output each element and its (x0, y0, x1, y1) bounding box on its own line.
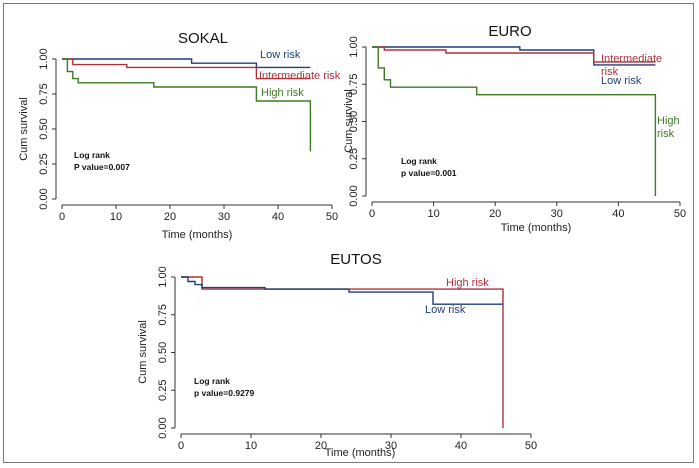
sokal-x-tick-label: 30 (218, 211, 230, 223)
eutos-logrank-text: Log rank (194, 376, 230, 386)
euro-series-high-risk (372, 46, 657, 196)
figure-frame (3, 3, 694, 463)
eutos-series-label: High risk (446, 277, 489, 289)
sokal-series-label: Low risk (260, 49, 301, 61)
eutos-series-high-risk (181, 276, 504, 428)
sokal-series-low-risk (62, 58, 311, 69)
eutos-x-tick-label: 30 (385, 440, 397, 452)
eutos-y-tick-label: 0.25 (157, 380, 169, 401)
euro-y-axis-label: Cum survival (343, 89, 355, 153)
eutos-x-tick-label: 0 (178, 440, 184, 452)
sokal-x-tick-label: 20 (164, 211, 176, 223)
euro-x-tick-label: 20 (489, 208, 501, 220)
euro-series-low-risk (372, 46, 656, 66)
eutos-x-axis-label: Time (months) (325, 447, 396, 459)
euro-x-tick-label: 40 (612, 208, 624, 220)
sokal-y-tick-label: 1.00 (38, 48, 50, 69)
sokal-series-intermediate-risk (62, 58, 311, 80)
eutos-x-tick-label: 50 (525, 440, 537, 452)
euro-series-intermediate-risk (372, 46, 656, 63)
eutos-title: EUTOS (330, 251, 381, 268)
euro-y-tick-label: 0.00 (348, 185, 360, 206)
eutos-x-tick-label: 10 (245, 440, 257, 452)
sokal-x-tick-label: 0 (59, 211, 65, 223)
eutos-y-tick-label: 0.00 (157, 417, 169, 438)
sokal-x-tick-label: 40 (272, 211, 284, 223)
eutos-y-tick-label: 1.00 (157, 266, 169, 287)
euro-x-tick-label: 50 (674, 208, 686, 220)
euro-x-tick-label: 30 (551, 208, 563, 220)
sokal-series-label: High risk (261, 87, 304, 99)
euro-y-tick-label: 1.00 (348, 36, 360, 57)
euro-x-axis-label: Time (months) (501, 222, 572, 234)
eutos-logrank-text: p value=0.9279 (194, 388, 255, 398)
sokal-x-tick-label: 10 (110, 211, 122, 223)
euro-series-label: Intermediate risk (601, 53, 662, 78)
euro-y-tick-label: 0.75 (348, 74, 360, 95)
sokal-x-tick-label: 50 (326, 211, 338, 223)
sokal-y-axis-label: Cum survival (18, 97, 30, 161)
sokal-y-tick-label: 0.50 (38, 118, 50, 139)
sokal-logrank-text: Log rank (74, 150, 110, 160)
eutos-x-tick-label: 40 (455, 440, 467, 452)
euro-logrank-text: p value=0.001 (401, 168, 457, 178)
eutos-y-axis-label: Cum survival (137, 320, 149, 384)
sokal-y-tick-label: 0.25 (38, 153, 50, 174)
eutos-series-low-risk (181, 276, 503, 305)
euro-logrank-text: Log rank (401, 156, 437, 166)
eutos-series-label: Low risk (425, 304, 466, 316)
sokal-title: SOKAL (178, 30, 228, 47)
euro-title: EURO (488, 23, 531, 40)
euro-y-tick-label: 0.25 (348, 148, 360, 169)
sokal-y-tick-label: 0.75 (38, 83, 50, 104)
euro-series-label: Low risk (601, 75, 642, 87)
eutos-x-tick-label: 20 (315, 440, 327, 452)
euro-x-tick-label: 10 (427, 208, 439, 220)
eutos-y-tick-label: 0.75 (157, 304, 169, 325)
euro-x-tick-label: 0 (369, 208, 375, 220)
sokal-series-high-risk (62, 58, 312, 152)
sokal-logrank-text: P value=0.007 (74, 162, 130, 172)
euro-series-label: High risk (657, 115, 680, 140)
euro-y-tick-label: 0.50 (348, 111, 360, 132)
sokal-x-axis-label: Time (months) (162, 229, 233, 241)
sokal-y-tick-label: 0.00 (38, 188, 50, 209)
eutos-y-tick-label: 0.50 (157, 342, 169, 363)
sokal-series-label: Intermediate risk (259, 70, 341, 82)
